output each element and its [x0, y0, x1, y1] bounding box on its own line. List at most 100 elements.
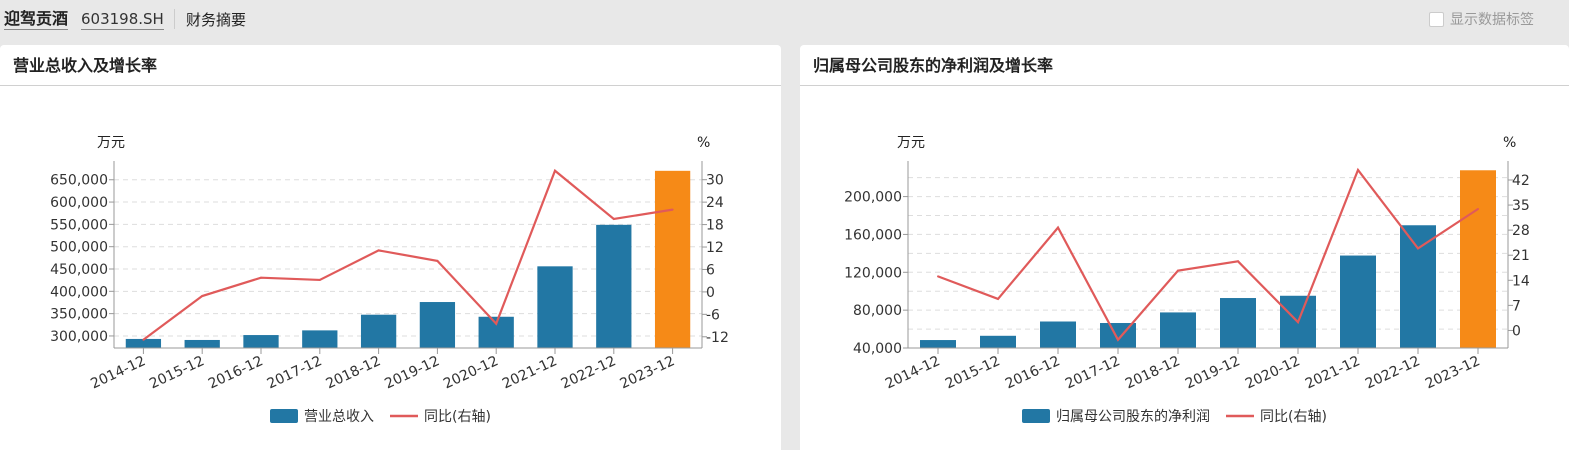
legend-label: 归属母公司股东的净利润	[1056, 408, 1210, 425]
net-profit-chart-panel: 归属母公司股东的净利润及增长率 万元% 40,000 80,000 120,000 16…	[800, 45, 1569, 450]
bar	[654, 170, 691, 348]
checkbox-icon[interactable]	[1429, 11, 1444, 27]
legend-item-line[interactable]: 同比(右轴)	[1226, 409, 1327, 425]
line-point	[1297, 321, 1299, 324]
line-point	[554, 169, 556, 172]
x-tick-label: 2014-12	[88, 353, 148, 392]
line-point	[260, 276, 262, 279]
bar	[920, 340, 956, 348]
line-point	[1237, 260, 1239, 263]
x-tick-label: 2016-12	[1003, 353, 1063, 392]
y2-tick-label: 42	[1512, 173, 1530, 189]
line-point	[671, 208, 674, 211]
bar	[537, 266, 573, 348]
chart-title: 营业总收入及增长率	[0, 45, 781, 86]
legend-label: 同比(右轴)	[1260, 409, 1327, 425]
legend-label: 营业总收入	[304, 409, 374, 425]
x-tick-label: 2017-12	[265, 353, 325, 392]
line-point	[1177, 269, 1179, 272]
line-point	[1477, 208, 1479, 211]
legend-swatch-bar	[1022, 409, 1050, 423]
y2-tick-label: 0	[706, 285, 715, 301]
revenue-chart-panel: 营业总收入及增长率 万元% 300,000 350,000 400,000 450,00…	[0, 45, 781, 450]
x-tick-label: 2017-12	[1063, 353, 1123, 392]
x-tick-label: 2021-12	[500, 353, 560, 392]
y2-tick-label: 0	[1512, 323, 1521, 339]
y-tick-label: 300,000	[50, 329, 108, 345]
y2-tick-label: 28	[1512, 223, 1530, 239]
x-tick-label: 2023-12	[1423, 353, 1483, 392]
y-tick-label: 120,000	[844, 265, 902, 281]
y2-tick-label: 35	[1512, 198, 1530, 214]
chart-title: 归属母公司股东的净利润及增长率	[800, 45, 1569, 86]
y2-tick-label: 30	[706, 173, 724, 189]
y-tick-label: 450,000	[50, 262, 108, 278]
y2-tick-label: 21	[1512, 248, 1530, 264]
show-data-labels-checkbox[interactable]: 显示数据标签	[1429, 9, 1534, 29]
bar	[596, 224, 632, 348]
y2-tick-label: 24	[706, 195, 724, 211]
growth-line	[142, 168, 673, 341]
line-point	[436, 259, 439, 262]
y2-axis-unit: %	[697, 135, 710, 151]
line-point	[1117, 338, 1119, 341]
line-point	[377, 249, 380, 252]
line-point	[142, 338, 145, 341]
bar	[1340, 255, 1376, 348]
y-axis-unit: 万元	[897, 135, 925, 151]
line-point	[997, 297, 999, 300]
x-tick-label: 2016-12	[206, 353, 266, 392]
y2-tick-label: -12	[706, 330, 729, 346]
y2-tick-label: 14	[1512, 273, 1530, 289]
x-tick-label: 2020-12	[1243, 353, 1303, 392]
y2-tick-label: 18	[706, 218, 724, 234]
x-tick-label: 2018-12	[324, 353, 384, 392]
legend-item-bar[interactable]: 归属母公司股东的净利润	[1022, 408, 1210, 425]
y-axis-unit: 万元	[97, 135, 125, 151]
stock-code[interactable]: 603198.SH	[81, 10, 164, 30]
bar	[1160, 312, 1196, 348]
bar	[419, 302, 456, 348]
bar	[360, 314, 397, 348]
y-tick-label: 550,000	[50, 217, 108, 233]
y-tick-label: 350,000	[50, 307, 108, 323]
section-title: 财务摘要	[186, 11, 247, 29]
line-point	[937, 275, 939, 278]
chart-svg: 万元 % 40,000 80,000 120,000 160,000 200,000 0 7 14…	[844, 135, 1530, 425]
legend-swatch-bar	[270, 409, 298, 423]
x-tick-label: 2014-12	[883, 353, 943, 392]
x-tick-label: 2015-12	[147, 353, 207, 392]
x-tick-label: 2015-12	[943, 353, 1003, 392]
y2-tick-label: 7	[1512, 298, 1521, 314]
line-point	[495, 322, 498, 325]
y-tick-label: 600,000	[50, 195, 108, 211]
chart-svg: 万元 % 300,000 350,000 400,000 450,000 500,000 55…	[50, 135, 729, 425]
y-tick-label: 80,000	[853, 303, 902, 319]
legend-item-bar[interactable]: 营业总收入	[270, 409, 374, 425]
x-tick-label: 2022-12	[559, 353, 619, 392]
x-tick-label: 2022-12	[1363, 353, 1423, 392]
bar	[1220, 298, 1256, 348]
stock-name[interactable]: 迎驾贡酒	[4, 9, 69, 30]
divider	[174, 9, 175, 29]
x-tick-label: 2019-12	[382, 353, 442, 392]
line-point	[201, 295, 204, 298]
line-point	[1357, 168, 1359, 171]
y-tick-label: 160,000	[844, 227, 902, 243]
legend-label: 同比(右轴)	[424, 409, 491, 425]
y-tick-label: 400,000	[50, 284, 108, 300]
x-tick-label: 2018-12	[1123, 353, 1183, 392]
line-point	[612, 217, 615, 220]
bar	[1460, 170, 1496, 348]
y-tick-label: 650,000	[50, 173, 108, 189]
y2-tick-label: 6	[706, 262, 715, 278]
x-tick-label: 2020-12	[441, 353, 501, 392]
x-tick-label: 2021-12	[1303, 353, 1363, 392]
checkbox-label: 显示数据标签	[1450, 12, 1534, 28]
x-tick-label: 2023-12	[618, 353, 678, 392]
bar	[1400, 225, 1436, 348]
y2-tick-label: -6	[706, 307, 720, 323]
y-tick-label: 200,000	[844, 190, 902, 206]
legend-item-line[interactable]: 同比(右轴)	[390, 409, 491, 425]
y2-axis-unit: %	[1503, 135, 1516, 151]
